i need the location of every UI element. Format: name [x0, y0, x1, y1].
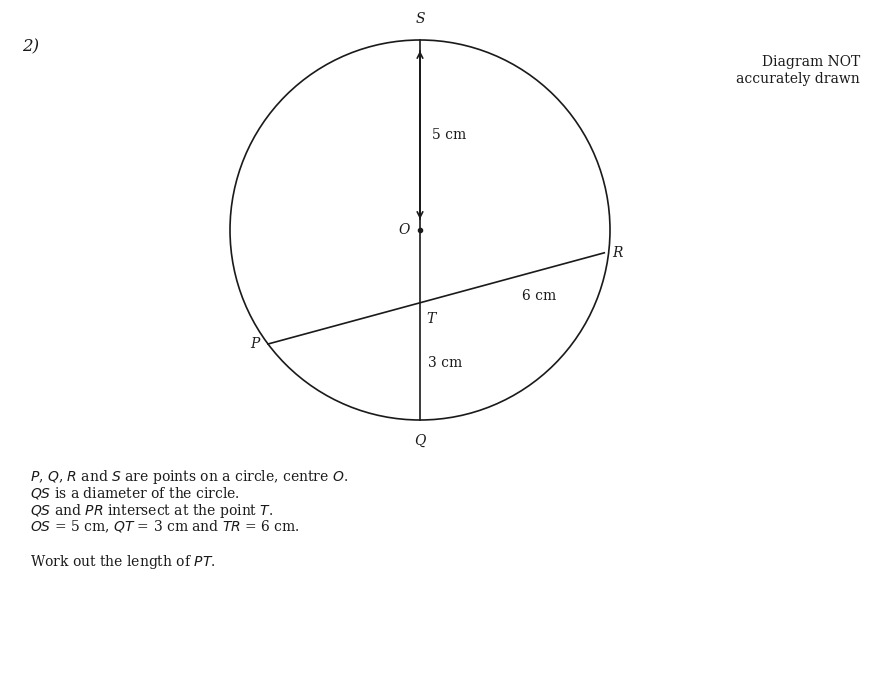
Text: P: P: [251, 337, 260, 351]
Text: 6 cm: 6 cm: [522, 290, 557, 303]
Text: $\it{OS}$ = 5 cm, $\it{QT}$ = 3 cm and $\it{TR}$ = 6 cm.: $\it{OS}$ = 5 cm, $\it{QT}$ = 3 cm and $…: [30, 519, 300, 535]
Text: accurately drawn: accurately drawn: [736, 72, 860, 86]
Text: S: S: [416, 12, 425, 26]
Text: T: T: [426, 312, 435, 326]
Text: Q: Q: [414, 434, 425, 448]
Text: Diagram NOT: Diagram NOT: [762, 55, 860, 69]
Text: 3 cm: 3 cm: [428, 356, 462, 370]
Text: 5 cm: 5 cm: [432, 128, 467, 142]
Text: O: O: [399, 223, 410, 237]
Text: $\it{QS}$ is a diameter of the circle.: $\it{QS}$ is a diameter of the circle.: [30, 485, 240, 501]
Text: Work out the length of $\it{PT}$.: Work out the length of $\it{PT}$.: [30, 553, 216, 571]
Text: $\it{P}$, $\it{Q}$, $\it{R}$ and $\it{S}$ are points on a circle, centre $\it{O}: $\it{P}$, $\it{Q}$, $\it{R}$ and $\it{S}…: [30, 468, 348, 486]
Text: $\it{QS}$ and $\it{PR}$ intersect at the point $\it{T}$.: $\it{QS}$ and $\it{PR}$ intersect at the…: [30, 502, 274, 520]
Text: 2): 2): [22, 38, 39, 55]
Text: R: R: [612, 245, 623, 260]
